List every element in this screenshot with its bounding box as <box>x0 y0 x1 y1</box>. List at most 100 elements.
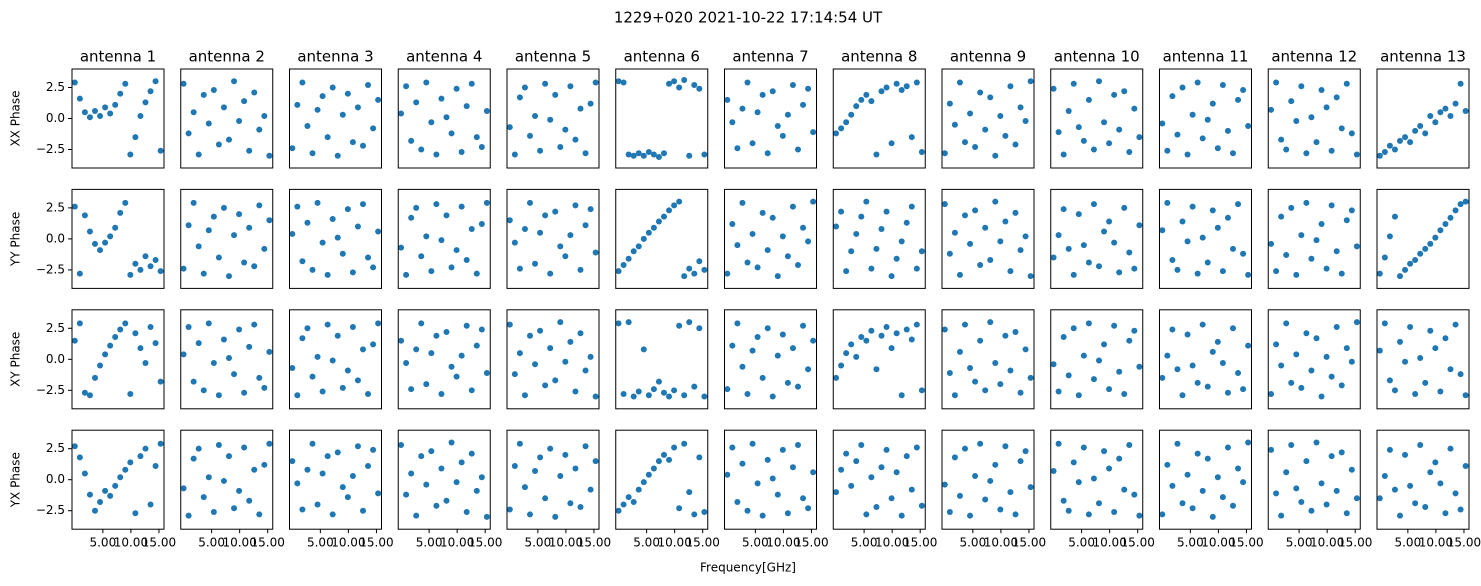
data-point <box>1338 449 1345 456</box>
data-point <box>261 245 268 252</box>
data-point <box>650 386 657 393</box>
data-point <box>453 373 460 380</box>
y-axis-label: YY Phase <box>9 212 23 267</box>
data-point <box>1085 511 1092 518</box>
data-point <box>1169 482 1176 489</box>
data-point <box>147 88 154 95</box>
data-point <box>1283 252 1290 259</box>
data-point <box>132 134 139 141</box>
data-point <box>941 150 948 157</box>
data-point <box>858 213 865 220</box>
data-point <box>309 150 316 157</box>
data-point <box>527 332 533 339</box>
data-point <box>309 373 316 380</box>
data-point <box>1065 372 1072 379</box>
data-point <box>1159 511 1166 518</box>
data-point <box>1179 500 1186 507</box>
data-point <box>448 363 455 370</box>
data-point <box>734 320 741 327</box>
data-point <box>506 124 513 131</box>
data-point <box>266 217 273 224</box>
subplot-title: antenna 10 <box>1054 48 1140 66</box>
data-point <box>1209 513 1216 520</box>
data-point <box>266 152 273 159</box>
data-point <box>1293 271 1300 278</box>
data-point <box>1022 233 1029 240</box>
data-point <box>137 113 144 120</box>
data-point <box>769 214 776 221</box>
data-point <box>873 245 880 252</box>
data-point <box>833 374 840 381</box>
data-point <box>754 333 761 340</box>
data-point <box>941 326 948 333</box>
data-point <box>1070 325 1077 332</box>
x-tick-label: 15.00 <box>686 536 720 550</box>
x-tick-label: 10.00 <box>1092 536 1126 550</box>
data-point <box>587 353 594 360</box>
data-point <box>443 212 450 219</box>
data-point <box>868 474 875 481</box>
data-point <box>701 151 708 158</box>
data-point <box>418 253 425 260</box>
data-point <box>567 83 574 90</box>
axes-frame <box>1159 68 1252 169</box>
data-point <box>739 363 746 370</box>
data-point <box>1298 232 1305 239</box>
data-point <box>962 212 968 219</box>
data-point <box>805 505 812 512</box>
data-point <box>635 150 642 157</box>
axes-frame <box>1050 429 1144 530</box>
data-point <box>759 91 766 98</box>
data-point <box>413 99 420 106</box>
data-point <box>635 486 642 493</box>
data-point <box>982 387 989 394</box>
data-point <box>635 243 642 250</box>
axes-frame <box>180 429 274 530</box>
data-point <box>375 490 382 497</box>
data-point <box>1240 86 1247 93</box>
data-point <box>1007 268 1014 275</box>
data-point <box>81 109 88 116</box>
data-point <box>266 440 273 447</box>
data-point <box>1381 148 1388 155</box>
data-point <box>1075 392 1082 399</box>
data-point <box>800 224 807 231</box>
data-point <box>858 96 865 103</box>
data-point <box>557 319 564 326</box>
data-point <box>789 345 796 352</box>
data-point <box>1268 106 1275 113</box>
subplot-title: antenna 1 <box>80 48 156 66</box>
axes-frame <box>506 309 600 410</box>
data-point <box>650 151 657 158</box>
data-point <box>1313 439 1320 446</box>
data-point <box>794 441 801 448</box>
data-point <box>1412 127 1419 134</box>
y-tick-label: 0.0 <box>46 352 65 366</box>
data-point <box>1245 122 1252 129</box>
data-point <box>1189 362 1196 369</box>
data-point <box>918 387 925 394</box>
data-point <box>1209 348 1216 355</box>
data-point <box>1442 221 1449 228</box>
data-point <box>107 110 114 117</box>
data-point <box>1204 116 1211 123</box>
data-point <box>739 460 746 467</box>
data-point <box>1348 466 1355 473</box>
data-point <box>800 101 807 108</box>
data-point <box>724 96 731 103</box>
data-point <box>294 101 301 108</box>
axes-frame <box>71 188 165 289</box>
data-point <box>696 85 703 92</box>
data-point <box>1164 461 1171 468</box>
data-point <box>1343 80 1350 87</box>
data-point <box>256 511 263 518</box>
data-point <box>848 341 855 348</box>
data-point <box>1204 383 1211 390</box>
data-point <box>908 203 915 210</box>
x-tick-label: 10.00 <box>222 536 256 550</box>
data-point <box>779 132 786 139</box>
data-point <box>769 475 776 482</box>
data-point <box>1273 79 1280 86</box>
axes-frame <box>615 429 709 530</box>
data-point <box>1353 243 1360 250</box>
